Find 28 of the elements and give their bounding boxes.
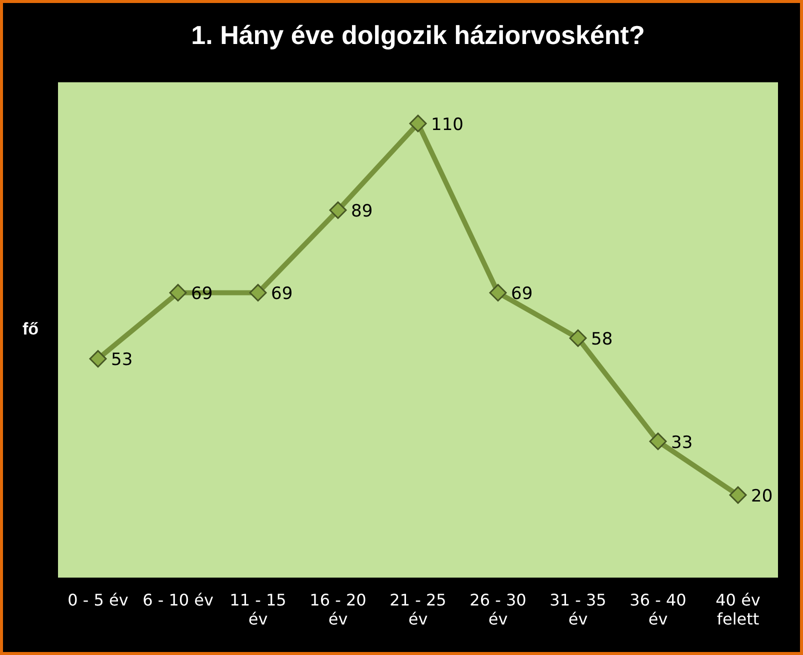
data-label: 69 — [271, 284, 293, 304]
point — [649, 432, 667, 450]
data-label: 53 — [111, 350, 133, 370]
x-tick-label: 31 - 35 év — [550, 590, 606, 629]
point — [249, 284, 267, 302]
point — [169, 284, 187, 302]
data-label: 110 — [431, 114, 464, 135]
point — [329, 201, 347, 219]
data-label: 89 — [351, 202, 373, 222]
chart-title: 1. Hány éve dolgozik háziorvosként? — [191, 20, 645, 50]
x-tick-label: 6 - 10 év — [142, 590, 214, 610]
data-label: 33 — [671, 432, 693, 453]
x-tick-label: 0 - 5 év — [68, 590, 128, 610]
point — [409, 114, 427, 132]
point — [89, 350, 107, 368]
point — [489, 284, 507, 302]
data-label: 69 — [511, 284, 533, 304]
x-tick-label: 11 - 15 év — [230, 590, 286, 629]
data-label: 20 — [751, 486, 773, 506]
x-tick-label: 16 - 20 év — [310, 590, 366, 629]
point — [729, 486, 747, 504]
point — [569, 329, 587, 347]
x-tick-label: 40 év felett — [716, 590, 760, 629]
x-tick-label: 26 - 30 év — [470, 590, 526, 629]
data-label: 58 — [591, 330, 613, 350]
y-axis-title: fő — [22, 320, 39, 339]
x-tick-label: 21 - 25 év — [390, 590, 446, 629]
x-tick-label: 36 - 40 év — [630, 590, 686, 629]
